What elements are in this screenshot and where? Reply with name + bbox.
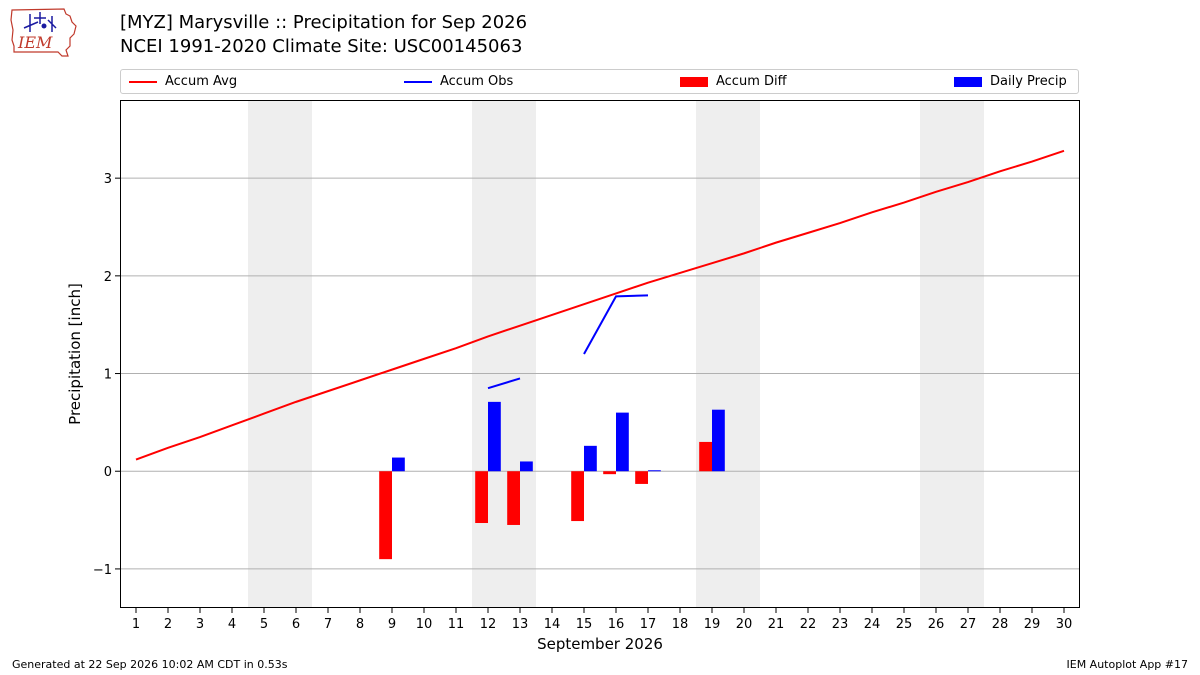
x-tick-label: 3: [196, 617, 204, 632]
y-tick-label: −1: [93, 563, 112, 578]
y-axis: −1 0 1 2 3: [93, 172, 120, 578]
x-tick-label: 4: [228, 617, 236, 632]
x-axis: 1 2 3 4 5 6 7 8 9 10 11 12 13 14 15 16 17 18 19 20 21 22 23 24 2…: [132, 608, 1072, 632]
chart-title: [MYZ] Marysville :: Precipitation for Se…: [120, 12, 528, 33]
daily-precip-bar: [648, 470, 661, 472]
iowa-outline-icon: [10, 8, 77, 57]
legend-label: Daily Precip: [990, 74, 1067, 89]
legend-line-accum-obs: [404, 81, 432, 83]
footer-generated: Generated at 22 Sep 2026 10:02 AM CDT in…: [12, 658, 288, 671]
legend-label: Accum Obs: [440, 74, 514, 89]
weekend-shading: [248, 100, 984, 608]
accum-obs-line: [487, 377, 521, 390]
x-tick-label: 29: [1024, 617, 1041, 632]
accum-diff-bar: [379, 471, 392, 560]
y-gridlines: [120, 177, 1080, 570]
accum-diff-bar: [699, 441, 712, 472]
daily-precip-bar: [520, 461, 533, 472]
x-tick-label: 22: [800, 617, 817, 632]
x-tick-label: 6: [292, 617, 300, 632]
x-tick-label: 2: [164, 617, 172, 632]
x-tick-label: 8: [356, 617, 364, 632]
accum-avg-line: [135, 149, 1065, 461]
accum-diff-bar: [635, 471, 648, 484]
daily-precip-bar: [712, 409, 725, 472]
x-tick-label: 23: [832, 617, 849, 632]
x-tick-label: 20: [736, 617, 753, 632]
daily-precip-bar: [616, 412, 629, 472]
y-tick-label: 2: [104, 270, 112, 285]
legend-swatch-accum-diff: [680, 77, 708, 87]
accum-diff-bar: [475, 471, 488, 524]
x-tick-label: 17: [640, 617, 657, 632]
daily-precip-bar: [584, 445, 597, 472]
x-tick-label: 13: [512, 617, 529, 632]
x-tick-label: 12: [480, 617, 497, 632]
x-tick-label: 18: [672, 617, 689, 632]
logo-text: IEM: [17, 33, 53, 52]
accum-obs-line: [583, 294, 649, 355]
x-tick-label: 14: [544, 617, 561, 632]
accum-diff-bar: [507, 471, 520, 525]
weekend-shade: [248, 100, 312, 608]
x-tick-label: 15: [576, 617, 593, 632]
weather-vane-icon: [23, 12, 57, 32]
x-tick-label: 10: [416, 617, 433, 632]
legend-label: Accum Avg: [165, 74, 238, 89]
weekend-shade: [920, 100, 984, 608]
x-tick-label: 28: [992, 617, 1009, 632]
lines: [135, 149, 1065, 461]
x-tick-label: 16: [608, 617, 625, 632]
chart-subtitle: NCEI 1991-2020 Climate Site: USC00145063: [120, 36, 523, 57]
x-tick-label: 24: [864, 617, 881, 632]
x-tick-label: 7: [324, 617, 332, 632]
y-tick-label: 0: [104, 465, 112, 480]
legend-line-accum-avg: [129, 81, 157, 83]
x-tick-label: 27: [960, 617, 977, 632]
y-axis-label: Precipitation [inch]: [66, 283, 84, 425]
x-tick-label: 9: [388, 617, 396, 632]
legend-label: Accum Diff: [716, 74, 787, 89]
x-tick-label: 11: [448, 617, 465, 632]
x-tick-label: 30: [1056, 617, 1073, 632]
station-dot-icon: [41, 23, 47, 29]
x-tick-label: 1: [132, 617, 140, 632]
x-tick-label: 19: [704, 617, 721, 632]
x-axis-label: September 2026: [537, 635, 663, 653]
daily-precip-bar: [488, 401, 501, 472]
weekend-shade: [696, 100, 760, 608]
plot-frame: [120, 100, 1080, 608]
footer-app-id: IEM Autoplot App #17: [1066, 658, 1189, 671]
y-tick-label: 3: [104, 172, 112, 187]
y-tick-label: 1: [104, 368, 112, 383]
x-tick-label: 25: [896, 617, 913, 632]
daily-precip-bar: [392, 457, 405, 472]
weekend-shade: [472, 100, 536, 608]
x-tick-label: 26: [928, 617, 945, 632]
x-tick-label: 5: [260, 617, 268, 632]
legend-swatch-daily-precip: [954, 77, 982, 87]
accum-diff-bar: [603, 471, 616, 475]
bars: [379, 401, 725, 560]
iem-logo: IEM: [10, 8, 77, 57]
x-tick-label: 21: [768, 617, 785, 632]
accum-diff-bar: [571, 471, 584, 522]
legend: Accum Avg Accum Obs Accum Diff Daily Pre…: [120, 69, 1079, 94]
